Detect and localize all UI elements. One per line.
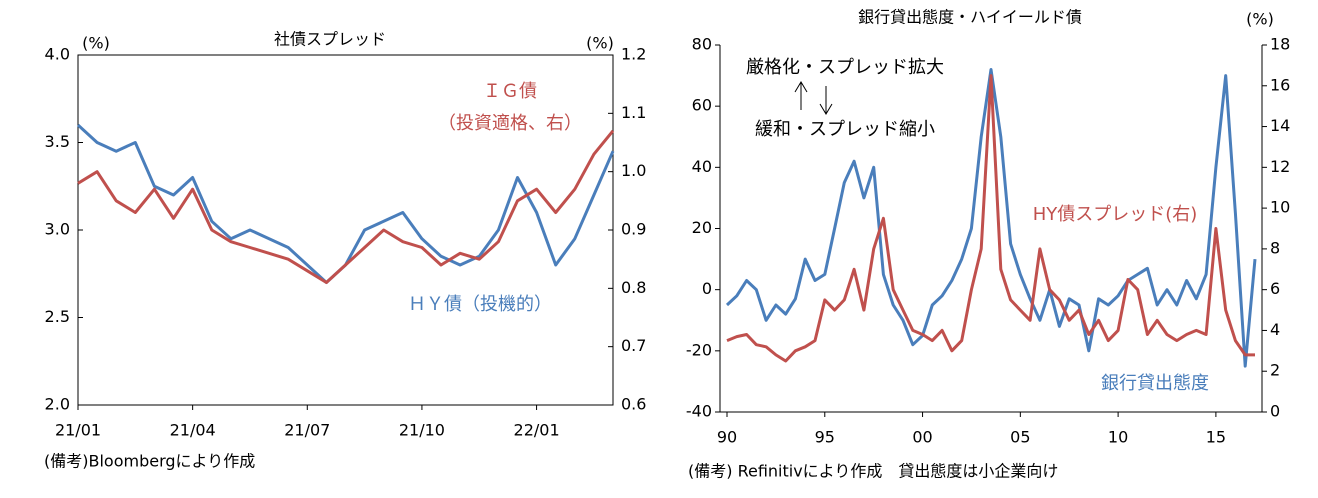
series-line	[77, 129, 615, 284]
arrow-down	[819, 86, 833, 115]
x-tick-label: 21/07	[284, 421, 330, 440]
y2-tick-label: 0.9	[621, 220, 646, 239]
y2-tick-label: 4	[1270, 320, 1280, 339]
x-tick-label: 22/01	[514, 421, 560, 440]
annotation: 厳格化・スプレッド拡大	[746, 57, 944, 78]
chart-title: 社債スプレッド	[274, 30, 386, 49]
y2-tick-label: 8	[1270, 238, 1280, 257]
annotation: 緩和・スプレッド縮小	[755, 119, 935, 140]
series-label: HY債スプレッド(右)	[1033, 204, 1198, 225]
y-tick-label: 80	[692, 35, 712, 54]
y2-tick-label: 0.6	[621, 395, 646, 414]
y2-tick-label: 14	[1270, 116, 1290, 135]
y2-tick-label: 10	[1270, 198, 1290, 217]
y-tick-label: 40	[692, 157, 712, 176]
y2-tick-label: 1.2	[621, 45, 646, 64]
y2-tick-label: 0.7	[621, 336, 646, 355]
y-tick-label: 20	[692, 218, 712, 237]
x-tick-label: 21/01	[55, 421, 101, 440]
series-label: ＩＧ債	[483, 81, 537, 102]
y2-tick-label: 16	[1270, 75, 1290, 94]
annotation: （投資適格、右）	[438, 113, 582, 134]
y-tick-label: 4.0	[45, 45, 70, 64]
series-line	[726, 74, 1255, 363]
y2-tick-label: 18	[1270, 35, 1290, 54]
x-tick-label: 00	[912, 428, 932, 447]
x-tick-label: 90	[717, 428, 737, 447]
y-tick-label: 0	[702, 279, 712, 298]
y-tick-label: 3.0	[45, 220, 70, 239]
arrow-up	[794, 81, 808, 110]
footnote: (備考)Bloombergにより作成	[44, 452, 255, 471]
y2-tick-label: 1.0	[621, 161, 646, 180]
x-tick-label: 21/04	[170, 421, 216, 440]
y2-tick-label: 1.1	[621, 103, 646, 122]
series-line	[76, 123, 615, 284]
footnote: (備考) Refinitivにより作成 貸出態度は小企業向け	[688, 462, 1058, 481]
y-tick-label: 2.0	[45, 395, 70, 414]
x-tick-label: 95	[815, 428, 835, 447]
x-tick-label: 10	[1108, 428, 1128, 447]
series-line	[725, 68, 1257, 368]
y2-tick-label: 2	[1270, 361, 1280, 380]
y2-axis-unit: (%)	[1246, 10, 1274, 29]
y-tick-label: 2.5	[45, 307, 70, 326]
y2-tick-label: 6	[1270, 279, 1280, 298]
x-tick-label: 05	[1010, 428, 1030, 447]
series-label: ＨＹ債（投機的）	[408, 294, 552, 315]
y2-tick-label: 0.8	[621, 278, 646, 297]
y2-tick-label: 12	[1270, 157, 1290, 176]
y-tick-label: -20	[686, 340, 712, 359]
x-tick-label: 15	[1206, 428, 1226, 447]
plot-frame	[77, 54, 614, 406]
x-tick-label: 21/10	[399, 421, 445, 440]
y2-tick-label: 0	[1270, 402, 1280, 421]
y-tick-label: 60	[692, 96, 712, 115]
y-tick-label: -40	[686, 402, 712, 421]
y2-axis-unit: (%)	[586, 34, 614, 53]
chart-title: 銀行貸出態度・ハイイールド債	[858, 8, 1082, 27]
y-axis-unit: (%)	[82, 34, 110, 53]
y-tick-label: 3.5	[45, 132, 70, 151]
series-label: 銀行貸出態度	[1101, 373, 1209, 394]
